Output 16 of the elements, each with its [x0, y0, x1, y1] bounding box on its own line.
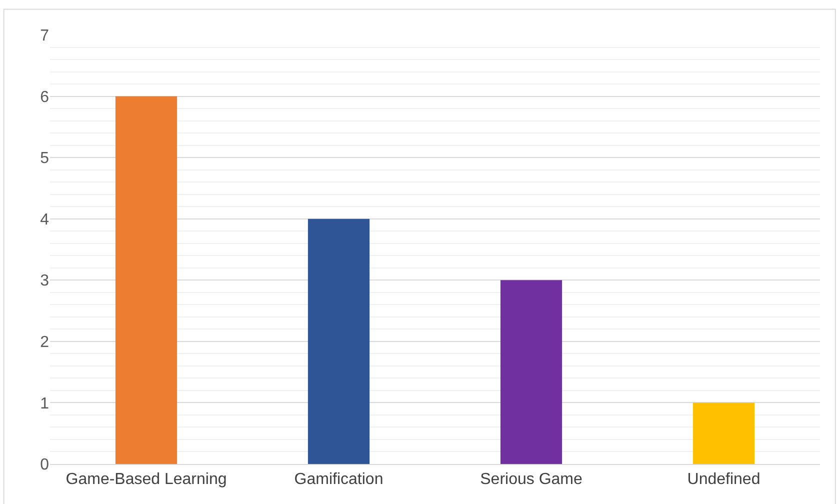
y-tick-label: 2 — [40, 334, 50, 352]
y-tick-label: 5 — [40, 150, 50, 168]
bar — [115, 96, 178, 464]
x-tick-label: Game-Based Learning — [66, 471, 227, 488]
y-tick-label: 7 — [40, 28, 50, 45]
y-tick-label: 0 — [40, 456, 50, 474]
y-tick-label: 4 — [40, 211, 50, 228]
y-tick-label: 3 — [40, 272, 50, 290]
x-tick-label: Serious Game — [480, 471, 582, 488]
x-tick-label: Gamification — [294, 471, 384, 488]
y-tick-label: 1 — [40, 395, 50, 412]
bar — [500, 280, 562, 464]
x-tick-label: Undefined — [687, 471, 760, 488]
bar — [308, 218, 370, 464]
bar — [692, 402, 755, 464]
y-tick-label: 6 — [40, 88, 50, 106]
